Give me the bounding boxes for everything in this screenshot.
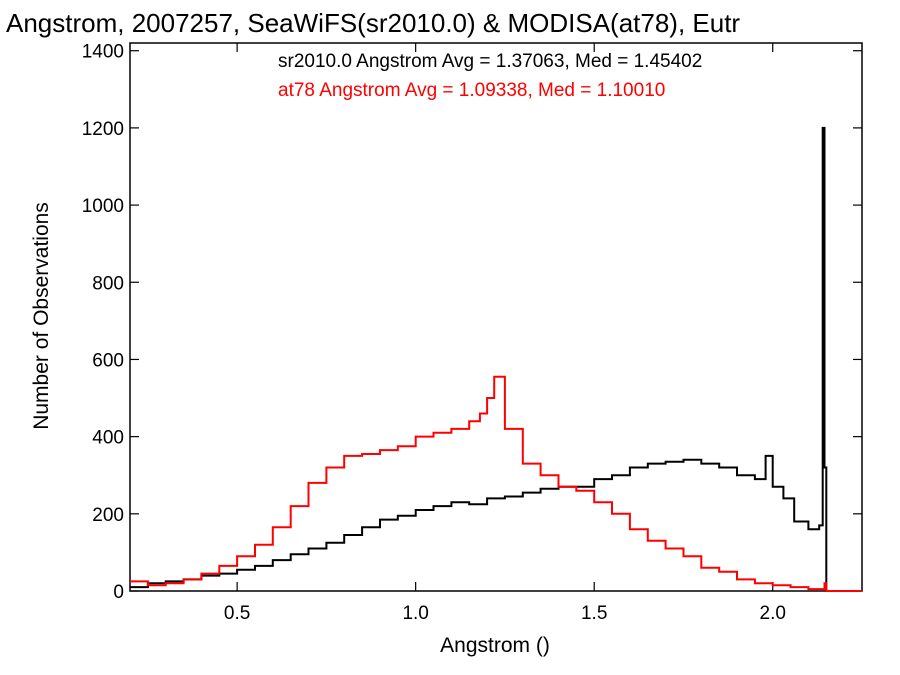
series-line-at78 xyxy=(130,375,862,592)
y-tick-label: 1200 xyxy=(82,119,124,140)
y-tick-label: 1400 xyxy=(82,42,124,63)
y-tick-label: 200 xyxy=(92,505,124,526)
y-tick-label: 1000 xyxy=(82,196,124,217)
y-tick-label: 400 xyxy=(92,428,124,449)
series-layer xyxy=(130,126,862,592)
y-tick-label: 800 xyxy=(92,273,124,294)
plot-frame xyxy=(129,42,863,592)
x-tick-label: 1.5 xyxy=(581,603,607,624)
y-axis-label: Number of Observations xyxy=(30,202,53,430)
annotation-sr2010: sr2010.0 Angstrom Avg = 1.37063, Med = 1… xyxy=(278,51,702,72)
annotation-at78: at78 Angstrom Avg = 1.09338, Med = 1.100… xyxy=(278,80,665,101)
x-axis-label: Angstrom () xyxy=(440,634,550,657)
series-line-sr2010.0 xyxy=(130,126,862,592)
y-axis: 0 200 400 600 800 1000 1200 1400 xyxy=(82,42,862,603)
y-tick-label: 600 xyxy=(92,350,124,371)
chart-title: Angstrom, 2007257, SeaWiFS(sr2010.0) & M… xyxy=(6,8,740,38)
y-tick-label: 0 xyxy=(113,582,124,603)
x-tick-label: 2.0 xyxy=(760,603,786,624)
x-axis: 0.5 1.0 1.5 2.0 xyxy=(224,43,786,624)
x-tick-label: 1.0 xyxy=(402,603,428,624)
x-tick-label: 0.5 xyxy=(224,603,250,624)
